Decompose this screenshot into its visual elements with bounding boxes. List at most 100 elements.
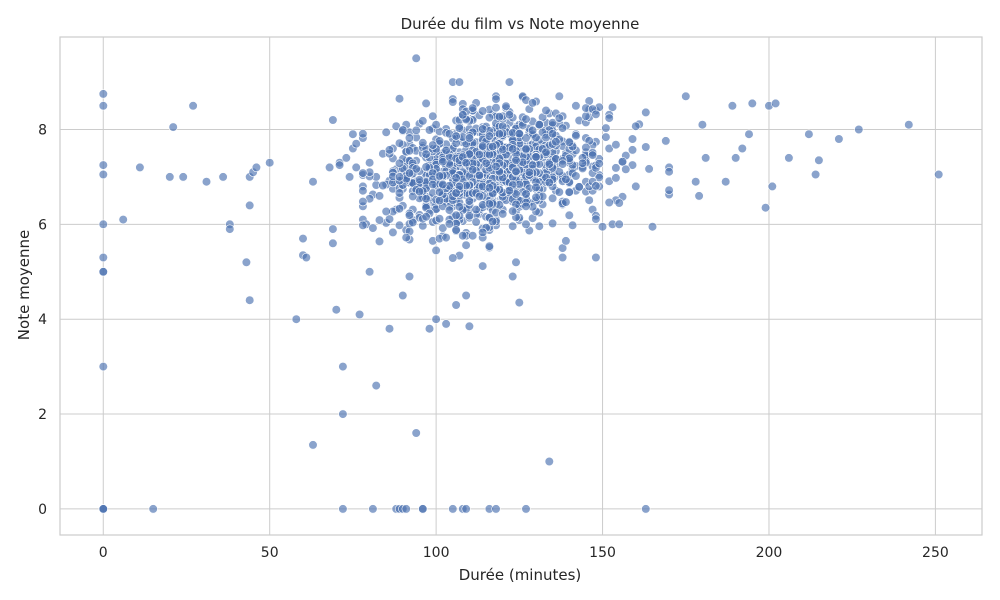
data-point	[604, 197, 614, 208]
y-axis-label: Note moyenne	[15, 230, 33, 340]
data-point	[461, 158, 471, 168]
data-point	[291, 314, 301, 324]
data-point	[564, 210, 574, 220]
data-point	[301, 252, 311, 263]
data-point	[338, 504, 348, 514]
data-point	[804, 129, 814, 139]
x-tick-label: 50	[261, 545, 279, 561]
data-point	[581, 111, 591, 121]
x-tick-label: 200	[756, 545, 783, 561]
data-point	[98, 169, 108, 180]
data-point	[411, 53, 421, 63]
data-point	[644, 164, 654, 174]
data-point	[441, 319, 451, 329]
data-point	[627, 160, 638, 170]
data-point	[571, 131, 581, 141]
data-point	[404, 271, 415, 282]
data-point	[434, 196, 445, 206]
data-point	[534, 221, 544, 231]
data-point	[448, 504, 458, 514]
data-point	[188, 101, 198, 111]
data-point	[934, 169, 944, 180]
data-point	[135, 162, 145, 172]
data-point	[438, 179, 448, 190]
data-point	[98, 267, 108, 277]
data-point	[484, 241, 495, 251]
data-point	[374, 191, 385, 201]
data-point	[661, 136, 671, 146]
data-point	[411, 125, 421, 135]
data-point	[201, 177, 212, 187]
data-point	[744, 129, 754, 139]
data-point	[434, 171, 445, 181]
data-point	[557, 252, 568, 263]
data-point	[581, 142, 591, 153]
data-point	[341, 153, 351, 163]
data-point	[681, 91, 691, 101]
data-point	[521, 133, 531, 143]
data-point	[431, 314, 441, 324]
data-point	[328, 115, 338, 125]
data-point	[491, 504, 501, 514]
data-point	[474, 150, 485, 160]
data-point	[454, 123, 465, 133]
data-point	[148, 504, 158, 514]
data-point	[398, 290, 408, 301]
data-point	[481, 158, 491, 168]
data-point	[458, 231, 468, 241]
data-point	[404, 168, 415, 178]
data-point	[418, 138, 428, 148]
data-point	[554, 91, 564, 101]
data-point	[464, 211, 475, 221]
data-point	[478, 124, 488, 134]
data-point	[451, 131, 461, 141]
data-point	[641, 107, 651, 117]
data-point	[401, 233, 411, 243]
data-point	[368, 223, 378, 233]
data-point	[478, 106, 488, 116]
data-point	[491, 94, 501, 104]
data-point	[770, 98, 781, 108]
data-point	[468, 231, 478, 241]
data-point	[767, 181, 777, 191]
data-point	[401, 504, 411, 514]
data-point	[501, 101, 511, 111]
data-point	[478, 261, 488, 271]
data-point	[541, 147, 551, 157]
data-point	[594, 172, 604, 182]
data-point	[631, 181, 641, 191]
data-point	[421, 194, 431, 204]
data-point	[98, 89, 108, 99]
data-point	[494, 112, 505, 122]
data-point	[464, 133, 475, 143]
data-point	[251, 162, 261, 172]
data-point	[601, 123, 611, 133]
data-point	[98, 101, 108, 111]
data-point	[491, 103, 501, 113]
data-point	[484, 199, 495, 209]
data-point	[511, 257, 521, 267]
data-point	[484, 112, 495, 123]
data-point	[421, 98, 431, 108]
data-point	[471, 205, 481, 215]
data-point	[747, 98, 757, 108]
data-point	[478, 141, 488, 151]
y-tick-label: 8	[38, 122, 47, 138]
data-point	[784, 153, 794, 163]
data-point	[604, 113, 614, 123]
data-point	[308, 440, 318, 450]
data-point	[428, 140, 438, 150]
y-axis-ticks: 0 2 4 6 8	[38, 122, 47, 517]
data-point	[760, 203, 771, 213]
data-point	[607, 102, 618, 112]
data-point	[394, 158, 405, 168]
data-point	[328, 238, 338, 248]
data-point	[431, 245, 441, 255]
data-point	[521, 504, 531, 514]
data-point	[394, 188, 405, 198]
data-point	[394, 172, 405, 182]
data-point	[458, 110, 468, 120]
data-point	[697, 120, 708, 130]
data-point	[504, 186, 515, 196]
